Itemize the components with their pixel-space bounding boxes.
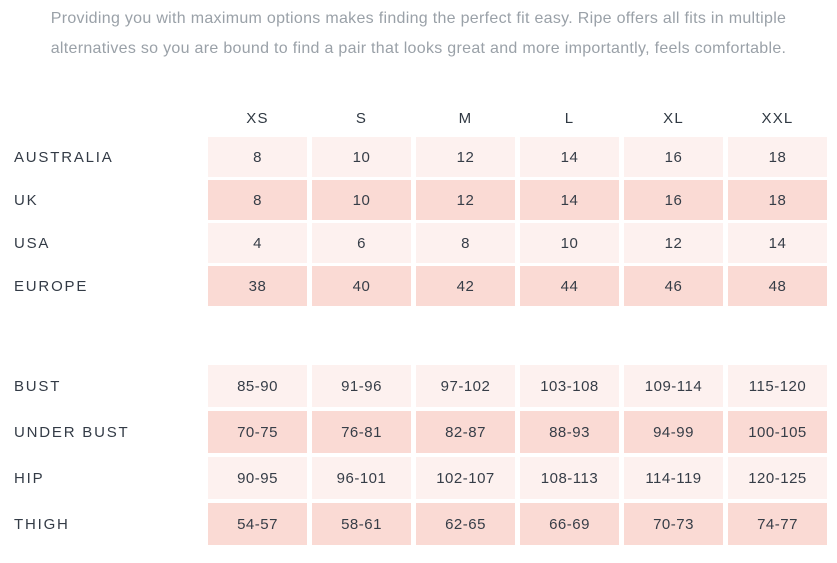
row-label: USA [14, 234, 51, 252]
size-value-cell: 8 [208, 137, 307, 177]
size-value-cell: 18 [728, 137, 827, 177]
size-value-cell: 58-61 [312, 503, 411, 545]
table-row: USA 4 6 8 10 12 14 [9, 223, 827, 263]
size-value-cell: 66-69 [520, 503, 619, 545]
size-value-cell: 12 [416, 180, 515, 220]
size-value-cell: 16 [624, 180, 723, 220]
row-label: HIP [14, 469, 45, 487]
size-column-header-s: S [355, 110, 368, 127]
size-value-cell: 85-90 [208, 365, 307, 407]
size-value-cell: 62-65 [416, 503, 515, 545]
size-value-cell: 114-119 [624, 457, 723, 499]
size-value-cell: 12 [416, 137, 515, 177]
size-value-cell: 82-87 [416, 411, 515, 453]
size-column-header-m: M [458, 110, 473, 127]
intro-line-2: alternatives so you are bound to find a … [50, 40, 787, 57]
size-value-cell: 54-57 [208, 503, 307, 545]
size-value-cell: 14 [520, 180, 619, 220]
row-label: UNDER BUST [14, 423, 130, 441]
table-row: AUSTRALIA 8 10 12 14 16 18 [9, 137, 827, 177]
size-value-cell: 90-95 [208, 457, 307, 499]
size-conversion-table: XS S M L XL XXL AUSTRALIA 8 10 12 14 16 18 UK 8 1… [4, 100, 832, 309]
size-value-cell: 8 [416, 223, 515, 263]
intro-line-1: Providing you with maximum options makes… [50, 10, 787, 27]
size-value-cell: 10 [312, 137, 411, 177]
size-value-cell: 40 [312, 266, 411, 306]
size-value-cell: 6 [312, 223, 411, 263]
body-measurements-table: BUST 85-90 91-96 97-102 103-108 109-114 115-12… [4, 361, 832, 549]
size-value-cell: 91-96 [312, 365, 411, 407]
size-column-header-xs: XS [246, 110, 269, 127]
header-spacer-cell [9, 103, 203, 134]
table-row: THIGH 54-57 58-61 62-65 66-69 70-73 74-77 [9, 503, 827, 545]
size-value-cell: 74-77 [728, 503, 827, 545]
size-value-cell: 4 [208, 223, 307, 263]
size-header-row: XS S M L XL XXL [9, 103, 827, 134]
size-value-cell: 12 [624, 223, 723, 263]
size-column-header-l: L [564, 110, 575, 127]
size-value-cell: 102-107 [416, 457, 515, 499]
table-row: UK 8 10 12 14 16 18 [9, 180, 827, 220]
size-value-cell: 103-108 [520, 365, 619, 407]
size-value-cell: 70-73 [624, 503, 723, 545]
size-value-cell: 76-81 [312, 411, 411, 453]
size-value-cell: 97-102 [416, 365, 515, 407]
size-value-cell: 44 [520, 266, 619, 306]
row-label: AUSTRALIA [14, 148, 114, 166]
row-label: BUST [14, 377, 62, 395]
row-label: THIGH [14, 515, 70, 533]
table-row: BUST 85-90 91-96 97-102 103-108 109-114 115-12… [9, 365, 827, 407]
size-value-cell: 94-99 [624, 411, 723, 453]
table-row: UNDER BUST 70-75 76-81 82-87 88-93 94-99 100-1… [9, 411, 827, 453]
size-value-cell: 16 [624, 137, 723, 177]
size-value-cell: 10 [312, 180, 411, 220]
size-value-cell: 109-114 [624, 365, 723, 407]
size-value-cell: 42 [416, 266, 515, 306]
size-value-cell: 18 [728, 180, 827, 220]
size-column-header-xxl: XXL [761, 110, 794, 127]
size-column-header-xl: XL [663, 110, 684, 127]
size-value-cell: 38 [208, 266, 307, 306]
size-value-cell: 88-93 [520, 411, 619, 453]
size-value-cell: 120-125 [728, 457, 827, 499]
table-row: HIP 90-95 96-101 102-107 108-113 114-119 120-1… [9, 457, 827, 499]
size-value-cell: 100-105 [728, 411, 827, 453]
size-value-cell: 10 [520, 223, 619, 263]
size-value-cell: 70-75 [208, 411, 307, 453]
size-value-cell: 115-120 [728, 365, 827, 407]
size-value-cell: 8 [208, 180, 307, 220]
table-row: EUROPE 38 40 42 44 46 48 [9, 266, 827, 306]
row-label: EUROPE [14, 277, 89, 295]
intro-text: Providing you with maximum options makes… [0, 0, 837, 64]
size-value-cell: 14 [728, 223, 827, 263]
size-value-cell: 48 [728, 266, 827, 306]
size-value-cell: 108-113 [520, 457, 619, 499]
row-label: UK [14, 191, 39, 209]
size-value-cell: 96-101 [312, 457, 411, 499]
size-value-cell: 46 [624, 266, 723, 306]
size-value-cell: 14 [520, 137, 619, 177]
